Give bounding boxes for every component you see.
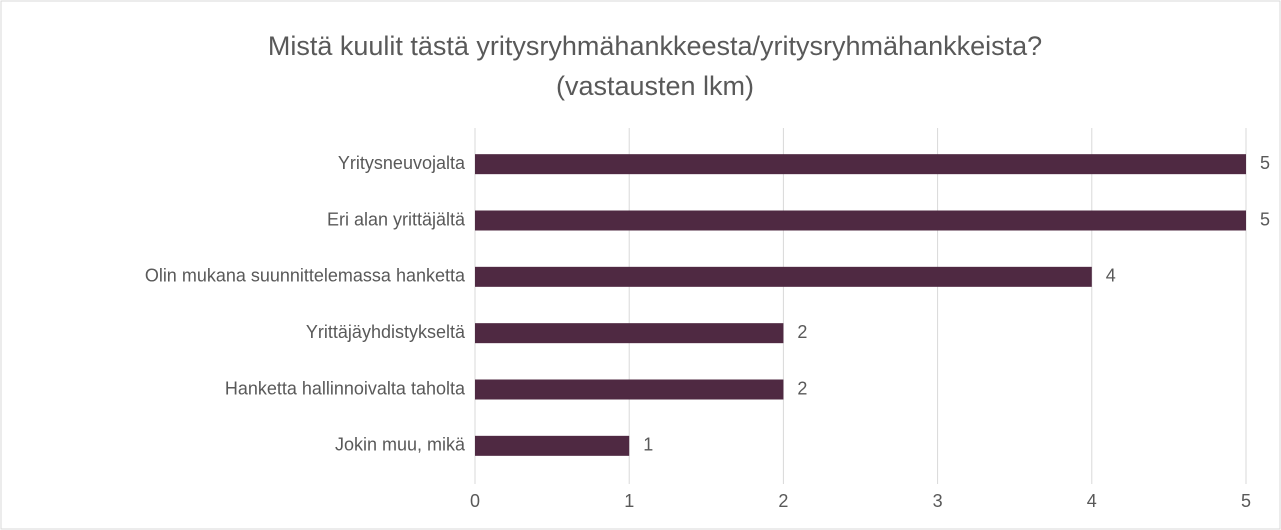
bar — [475, 266, 1092, 287]
data-label: 4 — [1106, 266, 1116, 286]
x-tick-label: 4 — [1087, 491, 1097, 511]
bar — [475, 210, 1246, 231]
data-label: 5 — [1260, 153, 1270, 173]
data-label: 5 — [1260, 209, 1270, 229]
bar — [475, 323, 784, 344]
data-label: 2 — [797, 378, 807, 398]
bar — [475, 379, 784, 400]
y-tick-label: Yritysneuvojalta — [338, 153, 466, 173]
x-tick-label: 3 — [933, 491, 943, 511]
y-tick-label: Jokin muu, mikä — [335, 435, 466, 455]
x-tick-label: 5 — [1241, 491, 1251, 511]
y-tick-label: Olin mukana suunnittelemassa hanketta — [145, 266, 466, 286]
chart-title: (vastausten lkm) — [556, 71, 754, 101]
y-tick-label: Hanketta hallinnoivalta taholta — [225, 378, 466, 398]
data-label: 1 — [643, 435, 653, 455]
x-tick-label: 1 — [624, 491, 634, 511]
data-label: 2 — [797, 322, 807, 342]
y-tick-label: Yrittäjäyhdistykseltä — [306, 322, 466, 342]
bar — [475, 154, 1246, 175]
y-tick-label: Eri alan yrittäjältä — [327, 209, 466, 229]
bar — [475, 435, 630, 456]
x-tick-label: 0 — [470, 491, 480, 511]
x-tick-label: 2 — [778, 491, 788, 511]
chart-title: Mistä kuulit tästä yritysryhmähankkeesta… — [268, 31, 1042, 61]
